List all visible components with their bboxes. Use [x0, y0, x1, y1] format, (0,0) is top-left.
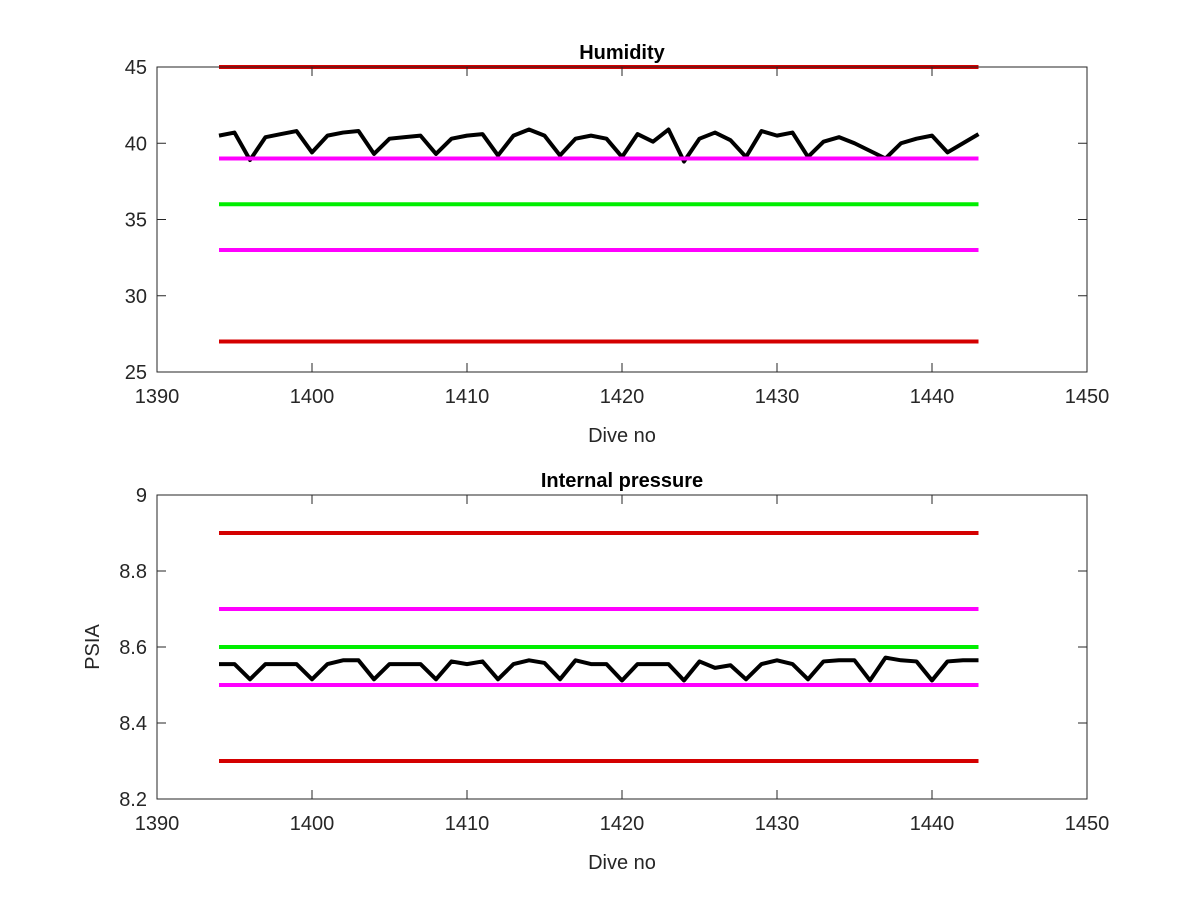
x-tick-label: 1400	[290, 813, 335, 835]
x-tick-label: 1390	[135, 813, 180, 835]
y-tick-label: 8.2	[119, 789, 147, 811]
x-tick-label: 1450	[1065, 813, 1110, 835]
plot-title: Internal pressure	[541, 470, 703, 492]
x-tick-label: 1430	[755, 386, 800, 408]
y-tick-label: 35	[125, 210, 147, 232]
subplot-1: 1390 1400 1410 1420 1430 1440 1450 25 30 35 40 45 Hu…	[125, 42, 1110, 447]
x-tick-label: 1420	[600, 386, 645, 408]
y-tick-label: 25	[125, 362, 147, 384]
x-tick-label: 1410	[445, 813, 490, 835]
x-tick-label: 1390	[135, 386, 180, 408]
axes-box	[156, 66, 1088, 373]
x-axis-label: Dive no	[588, 425, 656, 447]
y-tick-label: 8.8	[119, 561, 147, 583]
y-tick-label: 45	[125, 57, 147, 79]
x-tick-label: 1430	[755, 813, 800, 835]
plot-title: Humidity	[579, 42, 665, 64]
y-tick-label: 30	[125, 286, 147, 308]
x-tick-label: 1440	[910, 386, 955, 408]
x-tick-label: 1440	[910, 813, 955, 835]
data-series-line	[219, 655, 979, 683]
y-axis-label: PSIA	[82, 624, 104, 670]
x-tick-label: 1400	[290, 386, 335, 408]
y-tick-label: 40	[125, 133, 147, 155]
y-tick-label: 8.4	[119, 713, 147, 735]
x-axis-label: Dive no	[588, 852, 656, 874]
y-tick-label: 9	[136, 485, 147, 507]
subplot-2: 1390 1400 1410 1420 1430 1440 1450 8.2 8.4 8.6 8.8…	[82, 470, 1109, 874]
y-tick-label: 8.6	[119, 637, 147, 659]
x-tick-label: 1420	[600, 813, 645, 835]
x-tick-label: 1410	[445, 386, 490, 408]
x-tick-label: 1450	[1065, 386, 1110, 408]
data-series-line	[218, 127, 980, 164]
